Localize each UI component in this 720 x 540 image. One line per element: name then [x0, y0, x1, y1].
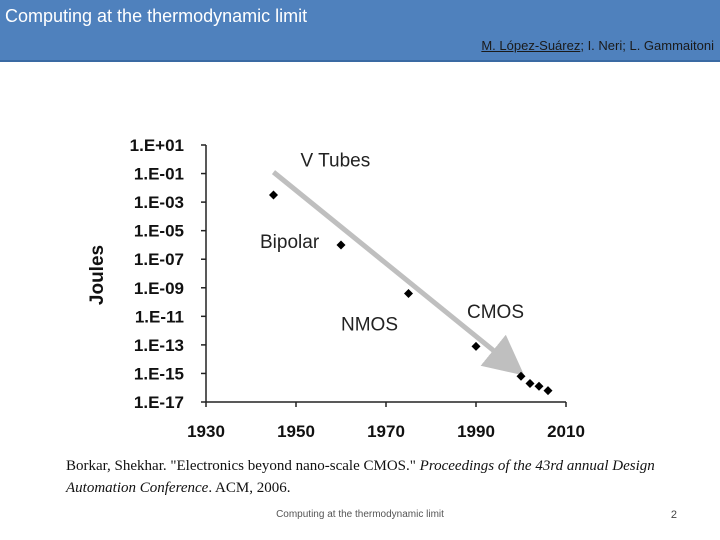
series-annotation: V Tubes: [301, 150, 371, 171]
author-list: M. López-Suárez; I. Neri; L. Gammaitoni: [481, 38, 714, 53]
y-axis-label: Joules: [87, 245, 108, 305]
authors-rest: ; I. Neri; L. Gammaitoni: [580, 38, 714, 53]
series-annotation: NMOS: [341, 315, 398, 336]
y-tick-labels: 1.E+01 1.E-01 1.E-03 1.E-05 1.E-07 1.E-09 1.E-…: [130, 136, 184, 412]
data-point: [543, 386, 553, 396]
energy-per-switch-chart: 1.E+01 1.E-01 1.E-03 1.E-05 1.E-07 1.E-09 1.E-…: [87, 136, 585, 441]
data-point: [534, 381, 544, 391]
y-tick-label: 1.E-05: [134, 222, 184, 241]
data-point: [404, 288, 413, 298]
y-tick-label: 1.E-17: [134, 393, 184, 412]
x-tick-label: 1970: [367, 422, 405, 441]
y-tick-label: 1.E-11: [135, 307, 184, 326]
page-number: 2: [670, 509, 677, 521]
citation: Borkar, Shekhar. "Electronics beyond nan…: [66, 455, 666, 499]
series-annotation: CMOS: [467, 302, 524, 323]
footer-text: Computing at the thermodynamic limit: [276, 509, 444, 520]
data-point: [516, 371, 526, 381]
y-tick-label: 1.E+01: [130, 136, 184, 155]
trend-arrow: [271, 170, 525, 376]
data-point: [336, 240, 346, 250]
data-point: [269, 190, 278, 200]
header-bar: Computing at the thermodynamic limit M. …: [0, 0, 720, 62]
y-tick-label: 1.E-03: [134, 193, 184, 212]
x-tick-label: 1990: [457, 422, 495, 441]
series-annotation: Bipolar: [260, 232, 320, 253]
y-tick-label: 1.E-01: [134, 165, 184, 184]
citation-suffix: . ACM, 2006.: [208, 480, 291, 496]
chart-annotations: V Tubes Bipolar NMOS CMOS: [260, 150, 524, 335]
data-points: [269, 190, 553, 396]
x-tick-label: 2010: [547, 422, 585, 441]
slide-title: Computing at the thermodynamic limit: [5, 6, 308, 26]
y-tick-label: 1.E-15: [134, 364, 184, 383]
citation-text: Borkar, Shekhar. "Electronics beyond nan…: [66, 458, 420, 474]
chart-axes: [201, 144, 567, 407]
y-tick-label: 1.E-13: [134, 336, 184, 355]
y-tick-label: 1.E-09: [134, 279, 184, 298]
data-point: [471, 341, 481, 351]
y-tick-label: 1.E-07: [134, 250, 184, 269]
data-point: [525, 378, 535, 388]
x-tick-label: 1950: [277, 422, 315, 441]
x-tick-label: 1930: [187, 422, 225, 441]
citation-venue: Proceedings of the 43rd annual Design Au…: [66, 458, 655, 496]
x-tick-labels: 1930 1950 1970 1990 2010: [187, 422, 585, 441]
author-link[interactable]: M. López-Suárez: [481, 38, 581, 53]
